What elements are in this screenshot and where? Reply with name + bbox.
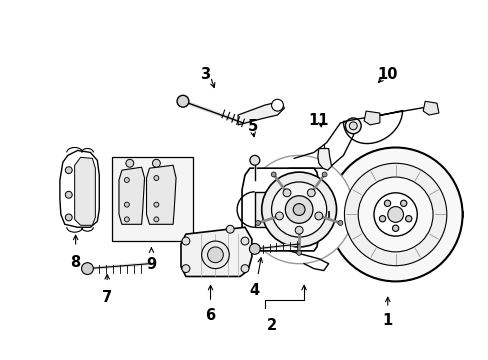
Circle shape [295, 226, 303, 234]
Circle shape [241, 265, 248, 273]
Circle shape [65, 167, 72, 174]
Text: 1: 1 [382, 313, 392, 328]
Circle shape [65, 191, 72, 198]
Circle shape [328, 148, 462, 282]
Circle shape [275, 212, 283, 220]
Circle shape [207, 247, 223, 263]
Circle shape [309, 206, 317, 213]
Circle shape [307, 189, 315, 197]
Circle shape [271, 99, 283, 111]
Polygon shape [254, 192, 301, 227]
Circle shape [271, 182, 326, 237]
Circle shape [314, 212, 322, 220]
Circle shape [379, 216, 385, 222]
Polygon shape [317, 148, 331, 170]
Circle shape [154, 202, 159, 207]
Circle shape [309, 233, 317, 241]
Polygon shape [181, 227, 251, 276]
Text: 2: 2 [266, 318, 276, 333]
Circle shape [405, 216, 411, 222]
Text: 11: 11 [308, 113, 328, 128]
Circle shape [201, 241, 229, 269]
Circle shape [337, 220, 342, 225]
Polygon shape [422, 101, 438, 115]
Polygon shape [119, 167, 144, 224]
Circle shape [293, 204, 305, 215]
Circle shape [124, 177, 129, 183]
Polygon shape [75, 157, 95, 225]
Circle shape [358, 177, 432, 252]
Circle shape [154, 217, 159, 222]
Polygon shape [364, 111, 379, 125]
Text: 4: 4 [249, 283, 259, 298]
Circle shape [271, 172, 276, 177]
Circle shape [348, 122, 357, 130]
Circle shape [124, 202, 129, 207]
Text: 9: 9 [146, 257, 156, 272]
Circle shape [249, 243, 260, 254]
Circle shape [65, 214, 72, 221]
Text: 3: 3 [200, 67, 210, 82]
Circle shape [296, 251, 301, 255]
Text: 5: 5 [247, 119, 258, 134]
Circle shape [344, 163, 446, 266]
Bar [112, 157, 192, 241]
Polygon shape [146, 165, 176, 224]
Circle shape [152, 159, 160, 167]
Circle shape [387, 207, 403, 222]
Polygon shape [238, 101, 284, 125]
Circle shape [81, 263, 93, 275]
Circle shape [309, 178, 317, 186]
Circle shape [182, 265, 189, 273]
Circle shape [285, 196, 312, 223]
Circle shape [400, 200, 406, 206]
Circle shape [261, 172, 336, 247]
Text: 7: 7 [102, 290, 112, 305]
Circle shape [345, 118, 361, 134]
Circle shape [226, 225, 234, 233]
Circle shape [177, 95, 188, 107]
Text: 10: 10 [377, 67, 397, 82]
Circle shape [182, 237, 189, 245]
Circle shape [154, 176, 159, 180]
Circle shape [384, 200, 390, 206]
Circle shape [249, 156, 259, 165]
Circle shape [125, 159, 133, 167]
Circle shape [244, 156, 352, 264]
Circle shape [283, 189, 290, 197]
Circle shape [373, 193, 416, 236]
Polygon shape [242, 168, 318, 251]
Text: 8: 8 [70, 255, 81, 270]
Circle shape [322, 172, 326, 177]
Circle shape [124, 217, 129, 222]
Text: 6: 6 [205, 308, 215, 323]
Circle shape [392, 225, 398, 231]
Circle shape [241, 237, 248, 245]
Circle shape [255, 220, 260, 225]
Polygon shape [60, 150, 99, 227]
